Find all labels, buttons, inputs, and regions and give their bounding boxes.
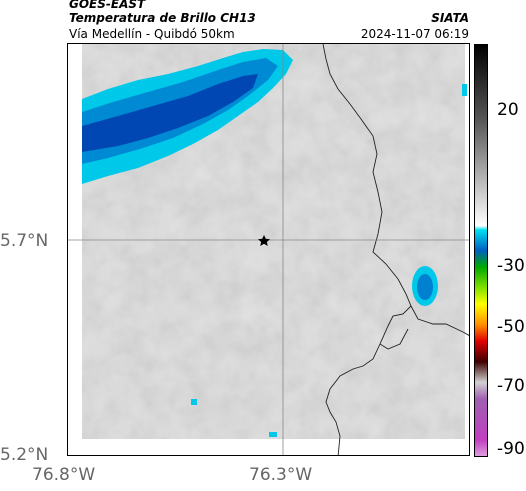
cold-cloud-core [82,74,258,152]
brightness-temperature-map [67,43,470,456]
department-boundary-south [325,305,412,455]
map-pad-left [68,44,82,455]
colorbar [474,44,488,461]
map-pad-bottom [68,439,469,455]
brand-label: SIATA [431,11,469,25]
department-boundary-branch [379,328,409,350]
timestamp-label: 2024-11-07 06:19 [360,27,469,41]
colorbar-svg [474,44,488,457]
map-pad-right [465,44,469,455]
cold-speck-2 [269,432,277,437]
map-svg [68,44,469,455]
map-subtitle: Vía Medellín - Quibdó 50km [69,27,235,41]
star-icon [258,235,270,246]
department-boundary [322,44,469,336]
colorbar-label-minus30: -30 [497,256,525,276]
colorbar-label-20: 20 [497,100,519,120]
lat-tick-1: 5.7°N [0,231,49,251]
lon-tick-2: 76.3°W [249,465,313,485]
cold-speck-3 [462,84,467,96]
lon-tick-1: 76.8°W [32,465,96,485]
satellite-label: GOES-EAST [69,0,146,11]
colorbar-label-minus50: -50 [497,317,525,337]
colorbar-label-minus90: -90 [497,439,525,459]
cold-cell-east-core [417,274,433,300]
cold-speck-1 [191,399,197,405]
map-title: Temperatura de Brillo CH13 [69,11,256,25]
colorbar-label-minus70: -70 [497,376,525,396]
lat-tick-2: 5.2°N [0,445,49,465]
